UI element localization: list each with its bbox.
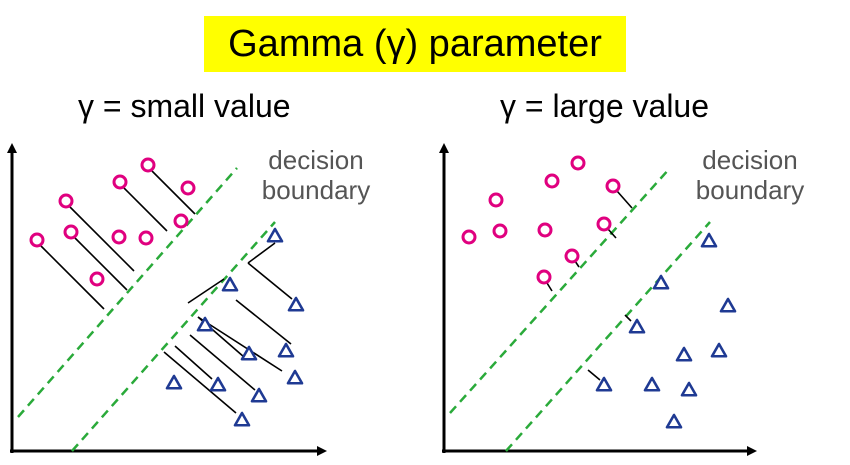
left-influence-line — [69, 206, 135, 272]
right-triangle-point — [710, 342, 728, 358]
right-circle-point — [596, 216, 612, 232]
data-points-layer — [29, 155, 737, 429]
right-triangle-point — [700, 232, 718, 248]
left-influence-line — [151, 170, 196, 215]
left-triangle-point — [286, 369, 304, 385]
right-circle-point — [537, 222, 553, 238]
left-influence-line — [235, 299, 292, 345]
left-triangle-point — [196, 316, 214, 332]
right-circle-point — [461, 229, 477, 245]
left-circle-point — [112, 174, 128, 190]
right-boundary-word: boundary — [695, 175, 805, 205]
right-circle-point — [488, 192, 504, 208]
right-triangle-point — [665, 413, 683, 429]
right-panel-title: γ = large value — [500, 88, 710, 124]
page-title: Gamma (γ) parameter — [204, 16, 626, 72]
left-triangle-point — [277, 342, 295, 358]
left-influence-line — [174, 345, 213, 380]
left-influence-line — [247, 262, 293, 300]
right-circle-point — [570, 155, 586, 171]
left-triangle-point — [165, 374, 183, 390]
left-triangle-point — [266, 227, 284, 243]
right-influence-line — [624, 314, 632, 322]
right-triangle-point — [719, 297, 737, 313]
left-decision-word: decision — [268, 145, 364, 175]
left-circle-point — [140, 157, 156, 173]
left-triangle-point — [287, 296, 305, 312]
right-circle-point — [536, 269, 552, 285]
left-circle-point — [29, 232, 45, 248]
left-circle-point — [111, 229, 127, 245]
right-triangle-point — [680, 381, 698, 397]
right-decision-boundary-label: decision boundary — [686, 145, 814, 205]
left-triangle-point — [209, 376, 227, 392]
left-circle-point — [138, 230, 154, 246]
right-circle-point — [544, 173, 560, 189]
right-decision-word: decision — [702, 145, 798, 175]
left-boundary-margin-upper — [17, 167, 238, 418]
left-influence-line — [123, 187, 168, 232]
right-triangle-point — [595, 376, 613, 392]
right-influence-line — [616, 190, 633, 209]
right-influence-line — [546, 282, 553, 292]
right-circle-point — [605, 178, 621, 194]
left-influence-line — [163, 351, 237, 414]
left-panel-title: γ = small value — [78, 88, 291, 124]
left-decision-boundary-label: decision boundary — [253, 145, 379, 205]
left-influence-line — [187, 278, 225, 304]
left-triangle-point — [233, 411, 251, 427]
right-influence-line — [607, 228, 617, 239]
left-circle-point — [63, 224, 79, 240]
left-influence-line — [40, 245, 105, 310]
right-circle-point — [492, 223, 508, 239]
right-triangle-point — [643, 376, 661, 392]
right-triangle-point — [675, 346, 693, 362]
left-influence-line — [247, 242, 276, 264]
left-circle-point — [58, 193, 74, 209]
right-influence-line — [587, 369, 601, 381]
left-triangle-point — [240, 345, 258, 361]
left-influence-line — [197, 316, 283, 372]
left-influence-line — [74, 237, 128, 291]
left-boundary-margin-lower — [71, 221, 276, 452]
left-circle-point — [180, 180, 196, 196]
left-circle-point — [89, 271, 105, 287]
right-boundary-margin-lower — [505, 221, 711, 452]
right-boundary-margin-upper — [449, 167, 671, 414]
left-triangle-point — [221, 276, 239, 292]
left-influence-line — [189, 334, 256, 391]
right-circle-point — [564, 248, 580, 264]
right-triangle-point — [628, 318, 646, 334]
left-boundary-word: boundary — [261, 175, 371, 205]
left-triangle-point — [250, 387, 268, 403]
left-circle-point — [173, 213, 189, 229]
right-triangle-point — [652, 274, 670, 290]
